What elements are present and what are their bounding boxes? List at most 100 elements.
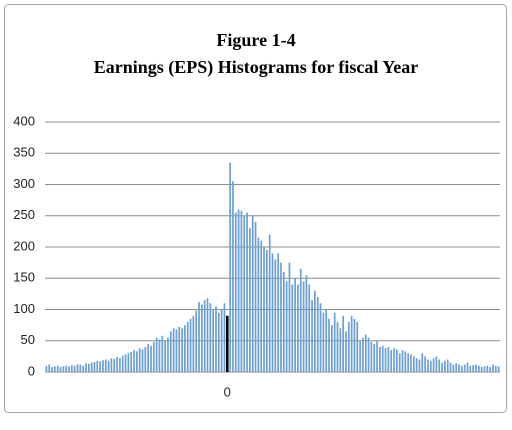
bar: [209, 303, 212, 372]
bar: [449, 362, 452, 372]
bar: [243, 215, 246, 372]
bar: [308, 284, 311, 372]
bar: [353, 318, 356, 372]
bar: [186, 322, 189, 372]
bar: [99, 361, 101, 372]
bar: [152, 342, 155, 372]
bar: [85, 363, 87, 372]
bar: [130, 352, 133, 372]
bar: [444, 360, 446, 372]
bar: [294, 278, 296, 372]
bar: [203, 300, 206, 372]
bar: [198, 302, 200, 372]
bar: [345, 331, 347, 372]
bar: [217, 312, 220, 372]
bar: [249, 228, 251, 372]
bar: [138, 348, 141, 372]
bar: [229, 162, 231, 372]
bar: [373, 343, 376, 372]
bar: [322, 312, 325, 372]
bar: [387, 347, 390, 372]
bar: [282, 272, 285, 372]
bar: [347, 322, 350, 372]
bar: [104, 359, 107, 372]
bar: [333, 312, 336, 372]
bar: [133, 350, 135, 372]
bar: [87, 363, 90, 372]
bar: [246, 212, 248, 372]
y-tick-label: 300: [13, 176, 35, 191]
bar: [379, 347, 381, 372]
bar: [418, 359, 421, 372]
bar: [164, 340, 166, 372]
bar: [234, 212, 237, 372]
bar: [285, 281, 288, 372]
bar: [492, 364, 494, 372]
bar: [441, 362, 443, 372]
bar: [364, 334, 367, 372]
bar: [167, 337, 169, 372]
bar: [466, 362, 469, 372]
bar: [477, 365, 480, 372]
bar: [311, 300, 313, 372]
bar: [70, 365, 73, 372]
bar: [342, 315, 345, 372]
bar: [497, 366, 500, 372]
bar: [305, 275, 308, 372]
bar: [68, 366, 70, 372]
bar: [225, 315, 229, 372]
bar: [486, 365, 489, 372]
bar: [56, 365, 59, 372]
bar: [206, 298, 209, 372]
bar: [288, 262, 291, 372]
bar: [121, 355, 124, 372]
bar: [446, 359, 449, 372]
bar: [263, 247, 265, 372]
bar: [330, 325, 333, 372]
bar: [107, 360, 110, 372]
bar: [424, 356, 426, 372]
bar: [277, 253, 280, 372]
bar: [280, 262, 282, 372]
bar: [395, 349, 398, 372]
bar: [65, 365, 68, 372]
bar: [325, 309, 328, 372]
bar: [59, 367, 62, 372]
bar: [200, 304, 203, 372]
bar: [271, 253, 274, 372]
bar: [432, 358, 435, 372]
bar: [404, 351, 407, 372]
bar: [175, 329, 178, 372]
bar: [110, 358, 113, 372]
bar: [401, 350, 404, 372]
bar: [265, 250, 268, 372]
bar: [184, 325, 186, 372]
bar: [257, 237, 260, 372]
bar: [421, 353, 424, 372]
bar: [370, 342, 373, 372]
bar: [407, 353, 410, 372]
bar: [181, 328, 183, 372]
chart-subtitle: Earnings (EPS) Histograms for fiscal Yea…: [94, 57, 418, 78]
bar: [458, 364, 460, 372]
bar: [116, 357, 118, 372]
bar: [237, 209, 240, 372]
bar: [51, 367, 53, 372]
bar: [429, 360, 432, 372]
bar: [376, 340, 378, 372]
bar: [455, 363, 458, 372]
y-tick-label: 50: [21, 332, 35, 347]
bar: [212, 309, 215, 372]
bar: [54, 366, 56, 372]
bar: [314, 290, 316, 372]
bar: [251, 215, 254, 372]
bar: [398, 353, 401, 372]
bar: [494, 365, 497, 372]
bar: [96, 360, 99, 372]
bar: [452, 364, 455, 372]
bar: [127, 353, 130, 372]
bar: [350, 315, 353, 372]
bar: [260, 240, 263, 372]
bar: [438, 359, 441, 372]
bar: [76, 364, 79, 372]
